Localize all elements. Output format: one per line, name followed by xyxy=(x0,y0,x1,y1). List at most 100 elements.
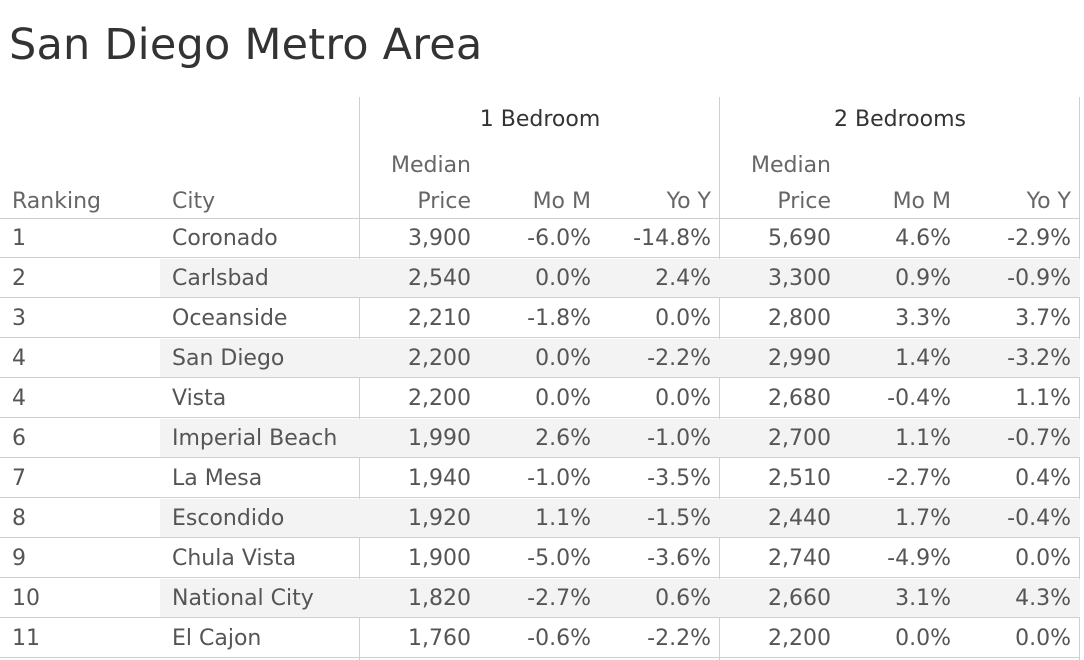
row-divider xyxy=(0,337,1080,338)
cell-b1-price: 1,990 xyxy=(408,426,471,451)
cell-b1-mom: -2.7% xyxy=(527,586,591,611)
cell-b1-yoy: -2.2% xyxy=(647,626,711,651)
cell-b2-mom: 4.6% xyxy=(895,226,951,251)
cell-b2-mom: -2.7% xyxy=(887,466,951,491)
cell-b2-yoy: 0.0% xyxy=(1015,626,1071,651)
cell-b2-price: 2,660 xyxy=(768,586,831,611)
header-b1-yoy: Yo Y xyxy=(666,189,711,214)
cell-b1-yoy: -2.2% xyxy=(647,346,711,371)
cell-b2-mom: 1.7% xyxy=(895,506,951,531)
cell-b1-yoy: -14.8% xyxy=(633,226,711,251)
cell-b1-yoy: 0.0% xyxy=(655,306,711,331)
cell-city: Coronado xyxy=(172,226,278,251)
cell-city: El Cajon xyxy=(172,626,262,651)
cell-rank: 3 xyxy=(12,306,26,331)
cell-rank: 1 xyxy=(12,226,26,251)
header-underline xyxy=(0,218,1080,219)
cell-rank: 2 xyxy=(12,266,26,291)
cell-b2-price: 2,700 xyxy=(768,426,831,451)
cell-b2-price: 2,800 xyxy=(768,306,831,331)
header-b2-mom: Mo M xyxy=(892,189,951,214)
cell-b2-price: 5,690 xyxy=(768,226,831,251)
cell-b1-yoy: -1.0% xyxy=(647,426,711,451)
cell-b2-yoy: 3.7% xyxy=(1015,306,1071,331)
cell-b1-price: 1,920 xyxy=(408,506,471,531)
cell-b1-mom: 1.1% xyxy=(535,506,591,531)
cell-rank: 11 xyxy=(12,626,40,651)
cell-rank: 7 xyxy=(12,466,26,491)
cell-b2-price: 2,440 xyxy=(768,506,831,531)
cell-b2-mom: 0.9% xyxy=(895,266,951,291)
row-divider xyxy=(0,457,1080,458)
cell-b1-yoy: -1.5% xyxy=(647,506,711,531)
header-b2-median: Median xyxy=(750,153,831,178)
cell-b1-price: 2,200 xyxy=(408,386,471,411)
header-b1-mom: Mo M xyxy=(532,189,591,214)
cell-city: Vista xyxy=(172,386,227,411)
cell-b2-yoy: 0.0% xyxy=(1015,546,1071,571)
cell-b2-yoy: 1.1% xyxy=(1015,386,1071,411)
cell-b2-mom: -0.4% xyxy=(887,386,951,411)
cell-b2-yoy: 0.4% xyxy=(1015,466,1071,491)
cell-b2-yoy: -0.9% xyxy=(1007,266,1071,291)
cell-b1-mom: 0.0% xyxy=(535,386,591,411)
divider-1-bedroom xyxy=(359,97,360,660)
row-divider xyxy=(0,497,1080,498)
row-divider xyxy=(0,657,1080,658)
cell-b1-mom: -1.8% xyxy=(527,306,591,331)
cell-b1-price: 1,940 xyxy=(408,466,471,491)
table-row-shading xyxy=(160,419,1080,458)
cell-b1-price: 2,210 xyxy=(408,306,471,331)
cell-b2-mom: 3.3% xyxy=(895,306,951,331)
cell-rank: 8 xyxy=(12,506,26,531)
table-row-shading xyxy=(160,259,1080,298)
cell-b1-price: 2,540 xyxy=(408,266,471,291)
cell-b1-mom: 0.0% xyxy=(535,346,591,371)
cell-b1-yoy: -3.5% xyxy=(647,466,711,491)
cell-b2-price: 2,200 xyxy=(768,626,831,651)
page-title: San Diego Metro Area xyxy=(9,20,483,70)
cell-b1-price: 3,900 xyxy=(408,226,471,251)
cell-city: Carlsbad xyxy=(172,266,269,291)
cell-b1-mom: -6.0% xyxy=(527,226,591,251)
cell-b1-mom: 2.6% xyxy=(535,426,591,451)
cell-b2-mom: 1.4% xyxy=(895,346,951,371)
cell-b1-yoy: 0.0% xyxy=(655,386,711,411)
cell-rank: 9 xyxy=(12,546,26,571)
cell-city: La Mesa xyxy=(172,466,263,491)
cell-rank: 4 xyxy=(12,386,26,411)
cell-b2-mom: 1.1% xyxy=(895,426,951,451)
header-city: City xyxy=(172,189,216,214)
cell-b1-mom: 0.0% xyxy=(535,266,591,291)
header-b1-median: Median xyxy=(390,153,471,178)
cell-rank: 4 xyxy=(12,346,26,371)
header-ranking: Ranking xyxy=(12,189,101,214)
cell-b1-yoy: 2.4% xyxy=(655,266,711,291)
cell-b1-price: 1,760 xyxy=(408,626,471,651)
group-header-2-bedrooms: 2 Bedrooms xyxy=(834,107,966,132)
cell-b2-price: 2,510 xyxy=(768,466,831,491)
cell-b1-price: 1,820 xyxy=(408,586,471,611)
divider-2-bedrooms xyxy=(719,97,720,660)
cell-b2-mom: -4.9% xyxy=(887,546,951,571)
table-row-shading xyxy=(160,339,1080,378)
cell-b2-yoy: 4.3% xyxy=(1015,586,1071,611)
cell-b2-price: 2,740 xyxy=(768,546,831,571)
cell-city: Chula Vista xyxy=(172,546,297,571)
cell-b1-mom: -0.6% xyxy=(527,626,591,651)
header-b1-price: Price xyxy=(417,189,471,214)
divider-right-edge xyxy=(1079,97,1080,660)
cell-b2-price: 2,680 xyxy=(768,386,831,411)
row-divider xyxy=(0,617,1080,618)
cell-b1-price: 2,200 xyxy=(408,346,471,371)
row-divider xyxy=(0,257,1080,258)
cell-b1-yoy: 0.6% xyxy=(655,586,711,611)
row-divider xyxy=(0,377,1080,378)
cell-rank: 10 xyxy=(12,586,40,611)
cell-b2-price: 3,300 xyxy=(768,266,831,291)
row-divider xyxy=(0,417,1080,418)
cell-b2-yoy: -0.4% xyxy=(1007,506,1071,531)
cell-b2-yoy: -3.2% xyxy=(1007,346,1071,371)
cell-city: Escondido xyxy=(172,506,285,531)
cell-b2-yoy: -2.9% xyxy=(1007,226,1071,251)
